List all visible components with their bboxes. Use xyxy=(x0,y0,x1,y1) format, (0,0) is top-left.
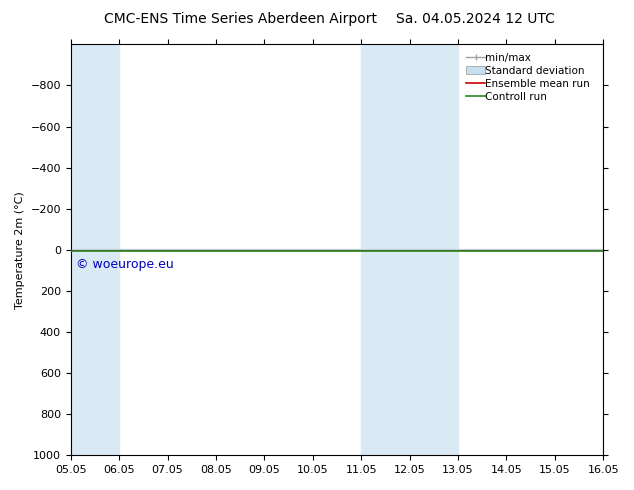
Text: Sa. 04.05.2024 12 UTC: Sa. 04.05.2024 12 UTC xyxy=(396,12,555,26)
Bar xyxy=(361,45,458,455)
Legend: min/max, Standard deviation, Ensemble mean run, Controll run: min/max, Standard deviation, Ensemble me… xyxy=(463,49,598,105)
Text: CMC-ENS Time Series Aberdeen Airport: CMC-ENS Time Series Aberdeen Airport xyxy=(105,12,377,26)
Y-axis label: Temperature 2m (°C): Temperature 2m (°C) xyxy=(15,191,25,309)
Bar xyxy=(603,45,634,455)
Text: © woeurope.eu: © woeurope.eu xyxy=(76,258,174,270)
Bar xyxy=(71,45,119,455)
